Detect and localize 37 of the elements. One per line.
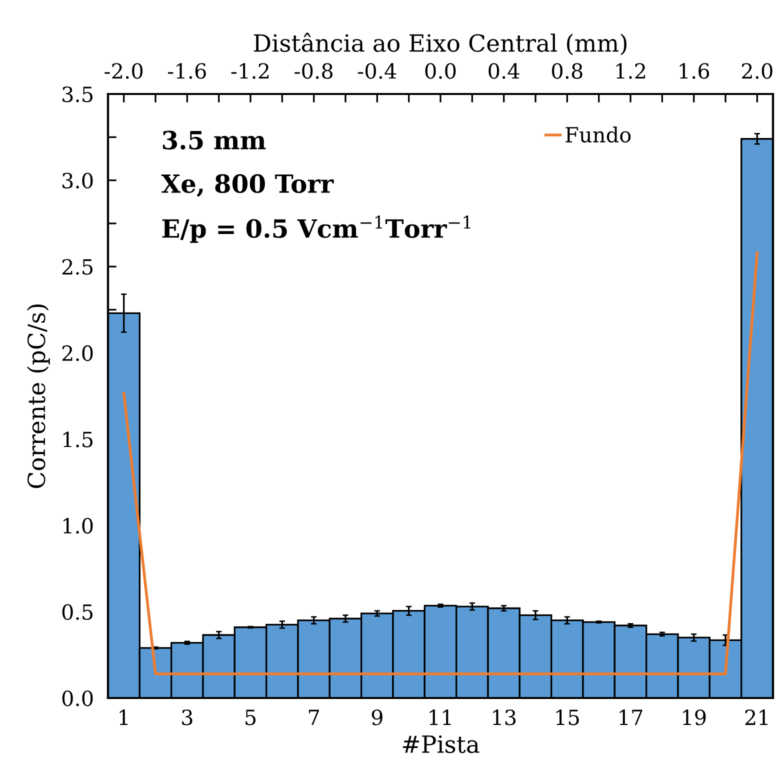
x-tick-label: 5 bbox=[246, 710, 256, 726]
x2-tick-label: -0.8 bbox=[294, 63, 333, 79]
y-tick-label: 1.0 bbox=[64, 518, 93, 534]
y-tick-label: 0.0 bbox=[62, 690, 93, 706]
annotation: E/p = 0.5 Vcm$^{−1}$Torr$^{−1}$ bbox=[162, 216, 470, 243]
x-tick-label: 11 bbox=[430, 709, 451, 725]
annotation: 3.5 mm bbox=[162, 130, 266, 150]
x-tick-label: 7 bbox=[308, 710, 319, 725]
x-tick-label: 15 bbox=[556, 709, 579, 726]
y-axis-title: Corrente (pC/s) bbox=[27, 304, 50, 488]
legend-label: Fundo bbox=[566, 126, 631, 143]
x2-tick-label: -1.6 bbox=[168, 63, 206, 79]
x-tick-label: 1 bbox=[120, 709, 128, 725]
x2-tick-label: 0.0 bbox=[425, 63, 456, 79]
x-tick-label: 21 bbox=[745, 709, 768, 725]
y-tick-label: 2.5 bbox=[62, 259, 93, 275]
y-tick-label: 1.5 bbox=[64, 432, 93, 448]
x2-tick-label: 1.6 bbox=[680, 63, 710, 79]
x-tick-label: 19 bbox=[683, 709, 706, 726]
x-tick-label: 13 bbox=[493, 709, 516, 726]
x2-tick-label: -0.4 bbox=[358, 63, 396, 79]
y-tick-label: 3.5 bbox=[62, 86, 93, 102]
x-tick-label: 9 bbox=[372, 709, 382, 726]
x-tick-label: 3 bbox=[182, 709, 192, 726]
x2-tick-label: 0.4 bbox=[488, 63, 520, 79]
x2-tick-label: -2.0 bbox=[104, 63, 143, 79]
x-axis-title: #Pista bbox=[402, 735, 480, 754]
x2-tick-label: 2.0 bbox=[742, 63, 772, 79]
x2-axis-title: Distância ao Eixo Central (mm) bbox=[254, 32, 626, 56]
x2-tick-label: 1.2 bbox=[616, 63, 646, 79]
y-tick-label: 3.0 bbox=[62, 172, 93, 188]
x-tick-label: 17 bbox=[620, 709, 642, 725]
y-tick-label: 0.5 bbox=[62, 604, 93, 620]
x2-tick-label: 0.8 bbox=[552, 63, 582, 79]
y-tick-label: 2.0 bbox=[62, 345, 93, 362]
x2-tick-label: -1.2 bbox=[231, 63, 269, 79]
annotation: Xe, 800 Torr bbox=[161, 174, 334, 197]
